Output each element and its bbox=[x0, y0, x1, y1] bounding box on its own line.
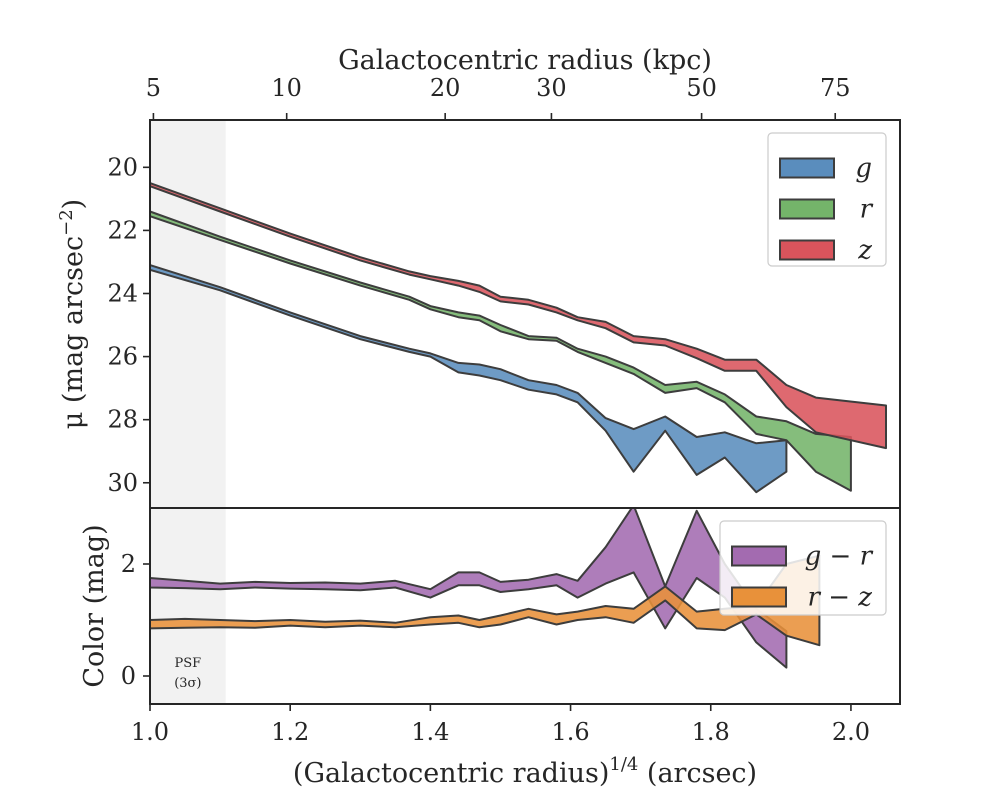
psf-annotation-line1: PSF bbox=[175, 656, 202, 671]
bottom-x-axis-label: (Galactocentric radius)1/4 (arcsec) bbox=[293, 754, 757, 789]
surface-brightness-band-1 bbox=[150, 210, 852, 492]
psf-region-bottom bbox=[150, 508, 226, 704]
bottom-x-tick-label: 1.4 bbox=[411, 718, 449, 746]
top-axis-label: Galactocentric radius (kpc) bbox=[338, 45, 712, 76]
bottom-x-tick-label: 1.0 bbox=[131, 718, 169, 746]
top-legend: grz bbox=[767, 132, 887, 267]
top-y-tick-label: 28 bbox=[107, 406, 138, 434]
psf-annotation-line2: (3σ) bbox=[174, 676, 201, 691]
top-y-axis-label: μ (mag arcsec−2) bbox=[56, 199, 89, 429]
bottom-x-label-main: (Galactocentric radius) bbox=[293, 758, 609, 789]
bottom-y-ticks: 02 bbox=[121, 550, 150, 690]
bottom-x-tick-label: 1.6 bbox=[551, 718, 589, 746]
bottom-panel-frame bbox=[149, 507, 901, 705]
legend-label: z bbox=[857, 236, 872, 266]
top-y-tick-label: 24 bbox=[107, 279, 138, 307]
legend-swatch bbox=[779, 157, 835, 179]
top-y-label-end: ) bbox=[58, 199, 89, 210]
color-panel: 02 1.0 1.2 1.4 1.6 1.8 2.0 PSF (3σ) g − rr − … bbox=[121, 507, 901, 746]
bottom-y-axis-label: Color (mag) bbox=[79, 524, 110, 687]
bottom-x-ticks: 1.0 1.2 1.4 1.6 1.8 2.0 bbox=[131, 704, 870, 746]
top-axis-ticks: 5 10 20 30 50 75 bbox=[146, 74, 851, 120]
top-x-tick-label: 75 bbox=[820, 74, 851, 102]
bottom-x-tick-label: 1.8 bbox=[692, 718, 730, 746]
surface-brightness-band-2 bbox=[150, 182, 887, 450]
bottom-y-tick-label: 2 bbox=[121, 550, 136, 578]
top-y-label-sup: −2 bbox=[56, 209, 77, 236]
top-y-tick-label: 26 bbox=[107, 343, 138, 371]
top-x-tick-label: 30 bbox=[536, 74, 567, 102]
bottom-x-label-sup: 1/4 bbox=[609, 754, 638, 775]
bottom-x-tick-label: 2.0 bbox=[832, 718, 870, 746]
top-x-tick-label: 20 bbox=[430, 74, 461, 102]
legend-swatch bbox=[731, 545, 787, 567]
surface-brightness-panel: 20 22 24 26 28 30 grz bbox=[107, 119, 901, 509]
top-x-tick-label: 50 bbox=[686, 74, 717, 102]
legend-label: r − z bbox=[808, 583, 873, 613]
surface-brightness-band-0 bbox=[150, 264, 788, 494]
color-band-0 bbox=[150, 508, 788, 669]
bottom-y-tick-label: 0 bbox=[121, 662, 136, 690]
legend-swatch bbox=[779, 239, 835, 261]
legend-label: r bbox=[860, 195, 874, 225]
top-y-label-main: μ (mag arcsec bbox=[58, 236, 89, 429]
top-y-tick-label: 20 bbox=[107, 153, 138, 181]
legend-swatch bbox=[731, 586, 787, 608]
top-x-tick-label: 10 bbox=[271, 74, 302, 102]
top-y-tick-label: 30 bbox=[107, 469, 138, 497]
top-y-ticks: 20 22 24 26 28 30 bbox=[107, 153, 150, 497]
top-y-tick-label: 22 bbox=[107, 216, 138, 244]
bottom-x-tick-label: 1.2 bbox=[271, 718, 309, 746]
top-x-tick-label: 5 bbox=[146, 74, 161, 102]
bottom-x-label-end: (arcsec) bbox=[638, 758, 757, 789]
legend-swatch bbox=[779, 198, 835, 220]
legend-label: g − r bbox=[805, 542, 874, 572]
bottom-legend: g − r r − z bbox=[719, 520, 887, 616]
psf-region-top bbox=[150, 120, 226, 508]
color-band-1 bbox=[150, 554, 821, 647]
legend-label: g bbox=[855, 154, 872, 184]
